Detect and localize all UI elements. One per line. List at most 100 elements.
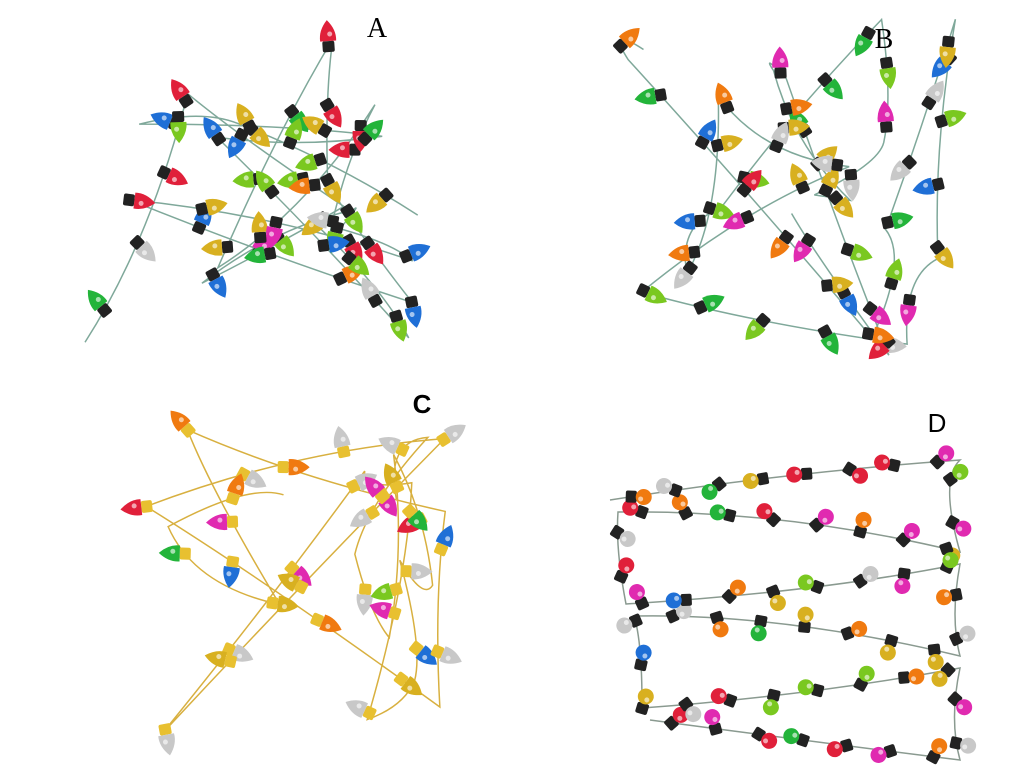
bulb-socket — [881, 215, 894, 230]
bulb-glass — [328, 141, 350, 158]
bulb-shine — [211, 205, 217, 211]
bulb-shine — [732, 217, 738, 223]
bulb — [157, 165, 188, 186]
bulb-socket — [766, 584, 781, 599]
bulb-shine — [834, 743, 840, 749]
bulb — [939, 35, 956, 68]
bulb — [780, 99, 813, 116]
bulb-glass — [251, 211, 268, 233]
bulb — [874, 454, 901, 473]
bulb-shine — [942, 454, 948, 460]
bulb — [709, 504, 737, 523]
bulb — [704, 709, 723, 736]
bulb — [762, 688, 781, 716]
bulb — [821, 276, 854, 293]
bulb-glass — [276, 595, 299, 613]
bulb — [817, 72, 843, 100]
bulb-shine — [650, 295, 656, 301]
bulb-socket — [902, 154, 917, 170]
bulb-shine — [162, 739, 168, 745]
bulb-socket — [769, 139, 784, 154]
bulb — [634, 87, 667, 105]
bulb — [665, 603, 692, 624]
bulb-shine — [637, 591, 643, 597]
bulb-glass — [786, 466, 803, 483]
bulb-socket — [283, 136, 298, 150]
bulb-glass — [952, 463, 969, 480]
bulb-shine — [680, 501, 686, 507]
bulb — [223, 555, 240, 588]
bulb-shine — [243, 112, 249, 118]
bulb — [636, 283, 667, 304]
bulb-socket — [430, 644, 445, 659]
bulb — [393, 671, 423, 696]
bulb-shine — [894, 269, 900, 275]
bulb-socket — [903, 293, 916, 306]
wire — [84, 38, 419, 343]
bulb — [266, 595, 299, 613]
bulb-glass — [306, 211, 329, 229]
bulb — [674, 260, 698, 289]
bulb — [945, 515, 972, 537]
bulb-shine — [370, 251, 376, 257]
bulb-shine — [354, 264, 360, 270]
bulb-shine — [631, 504, 637, 510]
bulb-glass — [790, 99, 813, 116]
bulb-shine — [445, 655, 451, 661]
bulb — [879, 56, 897, 89]
bulb-glass — [745, 319, 766, 341]
bulb-shine — [923, 182, 929, 188]
bulb — [756, 503, 781, 527]
bulb-socket — [861, 327, 875, 341]
bulb-shine — [796, 106, 802, 112]
bulb-glass — [783, 728, 800, 745]
bulb-glass — [741, 170, 762, 192]
bulb-glass — [862, 566, 879, 583]
bulb-shine — [624, 566, 630, 572]
bulb-glass — [302, 116, 325, 135]
bulb-glass — [872, 326, 895, 344]
bulb — [656, 478, 683, 498]
bulb — [266, 215, 283, 249]
bulb-glass — [356, 594, 373, 616]
bulb — [934, 110, 967, 129]
bulb — [931, 662, 956, 687]
bulb-shine — [897, 219, 903, 225]
bulb-shine — [722, 92, 728, 98]
bulb — [900, 293, 917, 327]
bulb-glass — [435, 525, 454, 548]
bulb-shine — [409, 312, 415, 318]
bulb-glass — [750, 625, 767, 642]
bulb — [936, 588, 963, 606]
bulb-glass — [709, 504, 726, 521]
bulb-glass — [761, 732, 778, 749]
bulb — [370, 582, 403, 601]
bulb-glass — [831, 276, 854, 293]
bulb-shine — [750, 325, 756, 331]
bulb-socket — [949, 736, 963, 750]
bulb-glass — [874, 454, 891, 471]
bulb-shine — [217, 517, 223, 523]
bulb-shine — [847, 184, 853, 190]
bulb-shine — [767, 701, 773, 707]
bulb-shine — [884, 72, 890, 78]
bulb-socket — [357, 131, 373, 147]
bulb — [715, 82, 735, 115]
bulb-socket — [740, 210, 755, 225]
bulb-socket — [360, 235, 375, 251]
bulb-socket — [703, 201, 717, 215]
bulb-glass — [644, 285, 667, 304]
bulb-shine — [822, 158, 828, 164]
bulb-shine — [628, 36, 634, 42]
bulb-shine — [734, 588, 740, 594]
bulb — [320, 172, 342, 204]
bulb-shine — [829, 87, 835, 93]
bulb-shine — [677, 715, 683, 721]
bulb — [120, 499, 153, 516]
bulb-shine — [793, 126, 799, 132]
bulb — [853, 511, 872, 539]
bulb-glass — [333, 425, 351, 449]
bulb — [610, 524, 636, 547]
bulb-shine — [958, 704, 964, 710]
bulb-socket — [780, 102, 793, 116]
